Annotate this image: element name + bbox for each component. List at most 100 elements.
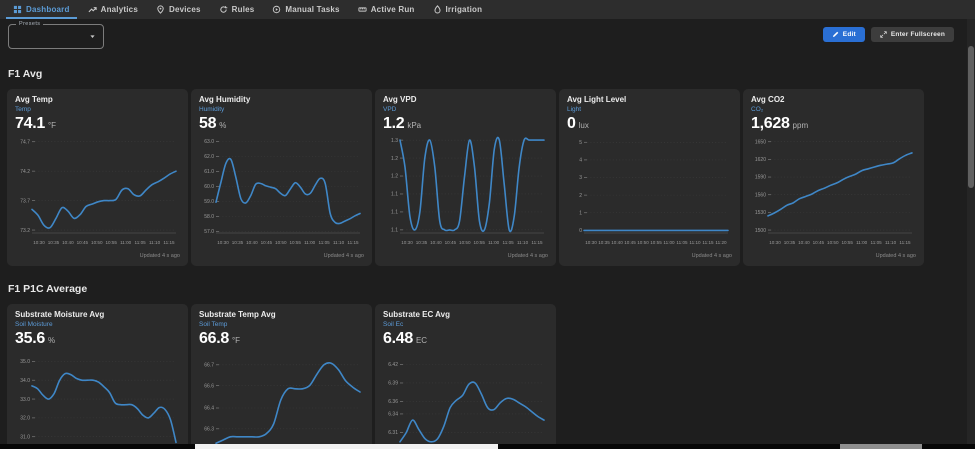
x-axis-tick-label: 10:35 bbox=[784, 240, 796, 245]
card-value-row: 0 lux bbox=[567, 116, 732, 132]
x-axis-tick-label: 10:45 bbox=[77, 240, 89, 245]
metric-unit: °F bbox=[231, 336, 241, 345]
x-axis-tick-label: 11:10 bbox=[149, 240, 161, 245]
vertical-scrollbar-thumb[interactable] bbox=[968, 46, 974, 188]
y-axis-tick-label: 33.0 bbox=[20, 397, 30, 403]
x-axis-tick-label: 10:35 bbox=[598, 240, 610, 245]
card-sensor-label: CO₂ bbox=[751, 106, 764, 113]
enter-fullscreen-label: Enter Fullscreen bbox=[890, 31, 945, 38]
nav-tab-rules[interactable]: Rules bbox=[210, 0, 264, 19]
y-axis-tick-label: 66.4 bbox=[204, 406, 214, 412]
metric-unit: % bbox=[219, 121, 227, 130]
x-axis-tick-label: 11:05 bbox=[135, 240, 147, 245]
line-chart: 1.31.21.21.11.11.110:30 10:35 10:40 10:45 10… bbox=[391, 136, 545, 245]
y-axis-tick-label: 63.0 bbox=[204, 139, 214, 145]
x-axis-tick-label: 11:10 bbox=[333, 240, 345, 245]
x-axis-tick-label: 10:50 bbox=[91, 240, 103, 245]
x-axis-tick-label: 11:05 bbox=[503, 240, 515, 245]
card-value-row: 74.1 °F bbox=[15, 116, 180, 132]
x-axis-tick-label: 10:50 bbox=[827, 240, 839, 245]
nav-tab-analytics[interactable]: Analytics bbox=[79, 0, 147, 19]
rules-sync-icon bbox=[219, 5, 228, 14]
x-axis-tick-label: 10:30 bbox=[585, 240, 597, 245]
toolbar: Presets Edit Enter Fullscreen bbox=[0, 19, 975, 51]
x-axis-tick-label: 10:55 bbox=[650, 240, 662, 245]
metric-value: 6.48 bbox=[383, 330, 413, 347]
card-title: Avg VPD bbox=[383, 95, 417, 104]
y-axis-tick-label: 1530 bbox=[755, 210, 766, 216]
x-axis-tick-label: 11:00 bbox=[663, 240, 675, 245]
card-sensor-label: Soil Moisture bbox=[15, 321, 53, 328]
y-axis-tick-label: 32.0 bbox=[20, 416, 30, 422]
card-title: Avg Temp bbox=[15, 95, 53, 104]
y-axis-tick-label: 62.0 bbox=[204, 154, 214, 160]
presets-select-label: Presets bbox=[16, 21, 44, 27]
nav-tab-label: Devices bbox=[168, 5, 201, 14]
manual-tasks-play-icon bbox=[272, 5, 281, 14]
dashboard-icon bbox=[13, 5, 22, 14]
nav-tab-devices[interactable]: Devices bbox=[147, 0, 210, 19]
horizontal-scrollbar-thumb-secondary[interactable] bbox=[840, 444, 922, 449]
metric-card-substrate-ec-avg: Substrate EC Avg Soil Ec 6.48 EC 6.42 6.39 6.3… bbox=[375, 304, 556, 449]
card-value-row: 58% bbox=[199, 116, 364, 132]
x-axis-tick-label: 10:50 bbox=[275, 240, 287, 245]
x-axis-tick-label: 10:40 bbox=[246, 240, 258, 245]
y-axis-tick-label: 74.7 bbox=[20, 139, 30, 145]
metric-value: 74.1 bbox=[15, 115, 45, 132]
vertical-scrollbar[interactable] bbox=[967, 19, 975, 444]
horizontal-scrollbar[interactable] bbox=[0, 444, 975, 449]
x-axis-tick-label: 11:00 bbox=[488, 240, 500, 245]
horizontal-scrollbar-thumb[interactable] bbox=[195, 444, 498, 449]
section-title: F1 P1C Average bbox=[8, 283, 88, 295]
section-title: F1 Avg bbox=[8, 68, 43, 80]
updated-ago-label: Updated 4 s ago bbox=[323, 253, 364, 259]
metric-value: 35.6 bbox=[15, 330, 45, 347]
card-title: Avg Light Level bbox=[567, 95, 627, 104]
nav-tab-active-run[interactable]: Active Run bbox=[349, 0, 424, 19]
metric-card-avg-temp: Avg Temp Temp 74.1 °F 74.7 74.2 73.7 73.2 10:30 1… bbox=[7, 89, 188, 266]
y-axis-tick-label: 1500 bbox=[755, 228, 766, 234]
updated-ago-label: Updated 4 s ago bbox=[691, 253, 732, 259]
card-value-row: 1,628 ppm bbox=[751, 116, 916, 132]
presets-select[interactable]: Presets bbox=[8, 21, 104, 49]
x-axis-tick-label: 10:45 bbox=[624, 240, 636, 245]
y-axis-tick-label: 6.39 bbox=[388, 381, 398, 387]
x-axis-tick-label: 11:10 bbox=[689, 240, 701, 245]
x-axis-tick-label: 10:35 bbox=[416, 240, 428, 245]
active-run-ruler-icon bbox=[358, 5, 367, 14]
y-axis-tick-label: 31.0 bbox=[20, 434, 30, 440]
card-sensor-label: Soil Temp bbox=[199, 321, 228, 328]
x-axis-tick-label: 11:05 bbox=[871, 240, 883, 245]
x-axis-tick-label: 10:40 bbox=[611, 240, 623, 245]
enter-fullscreen-button[interactable]: Enter Fullscreen bbox=[870, 27, 954, 42]
edit-button[interactable]: Edit bbox=[822, 27, 865, 42]
x-axis-tick-label: 10:55 bbox=[105, 240, 117, 245]
nav-tab-label: Irrigation bbox=[445, 5, 483, 14]
x-axis-tick-label: 10:55 bbox=[289, 240, 301, 245]
metric-unit: ppm bbox=[792, 121, 809, 130]
metric-unit: °F bbox=[47, 121, 57, 130]
metric-unit: kPa bbox=[407, 121, 422, 130]
nav-tab-dashboard[interactable]: Dashboard bbox=[4, 0, 79, 19]
updated-ago-label: Updated 4 s ago bbox=[875, 253, 916, 259]
card-value-row: 6.48 EC bbox=[383, 331, 548, 347]
card-title: Substrate Moisture Avg bbox=[15, 310, 105, 319]
card-sensor-label: Temp bbox=[15, 106, 31, 113]
devices-pin-icon bbox=[156, 5, 165, 14]
x-axis-tick-label: 10:50 bbox=[459, 240, 471, 245]
nav-tab-irrigation[interactable]: Irrigation bbox=[424, 0, 492, 19]
nav-tab-label: Active Run bbox=[370, 5, 415, 14]
nav-tab-label: Rules bbox=[231, 5, 255, 14]
metric-unit: % bbox=[47, 336, 56, 345]
y-axis-tick-label: 6.34 bbox=[388, 412, 398, 418]
metric-card-avg-vpd: Avg VPD VPD 1.2 kPa 1.3 1.2 1.2 1.1 1.1 1.1 10:30 1… bbox=[375, 89, 556, 266]
y-axis-tick-label: 6.42 bbox=[388, 362, 398, 368]
x-axis-tick-label: 10:30 bbox=[33, 240, 45, 245]
x-axis-tick-label: 10:30 bbox=[769, 240, 781, 245]
y-axis-tick-label: 61.0 bbox=[204, 169, 214, 175]
x-axis-tick-label: 10:55 bbox=[841, 240, 853, 245]
fullscreen-expand-icon bbox=[880, 31, 887, 38]
metric-unit: EC bbox=[415, 336, 428, 345]
nav-tab-manual-tasks[interactable]: Manual Tasks bbox=[263, 0, 348, 19]
